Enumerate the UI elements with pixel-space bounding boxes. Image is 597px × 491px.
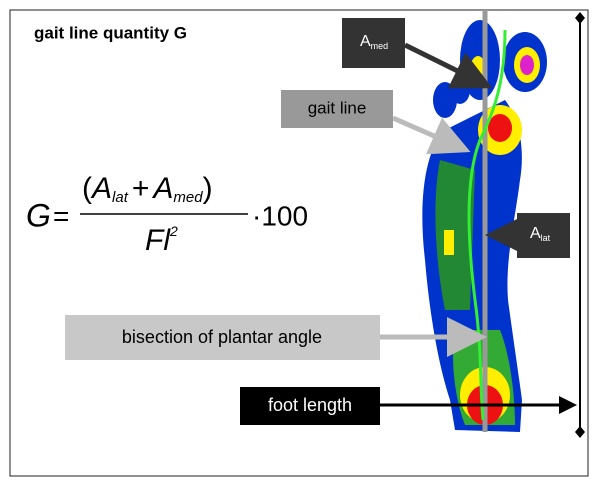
var: A xyxy=(151,172,173,205)
formula-equals: = xyxy=(53,200,69,231)
var: A xyxy=(90,172,112,205)
label-gait-line: gait line xyxy=(308,98,367,117)
op: + xyxy=(132,172,150,205)
paren: ( xyxy=(82,172,92,205)
sub: lat xyxy=(112,189,129,206)
exp: 2 xyxy=(169,223,178,239)
formula-lhs: G xyxy=(26,197,51,233)
diagram: gait line quantity G Amed gait line Alat… xyxy=(0,0,597,486)
var: Fl xyxy=(145,224,171,257)
paren: ) xyxy=(203,172,213,205)
label-sub: lat xyxy=(541,233,551,243)
label-base: A xyxy=(530,225,541,242)
title: gait line quantity G xyxy=(34,23,187,42)
label-foot-length: foot length xyxy=(268,395,352,415)
label-sub: med xyxy=(371,41,389,51)
formula-multiplier: ·100 xyxy=(252,200,308,231)
label-base: A xyxy=(360,33,371,50)
label-bisection: bisection of plantar angle xyxy=(122,327,322,347)
sub: med xyxy=(173,189,203,206)
